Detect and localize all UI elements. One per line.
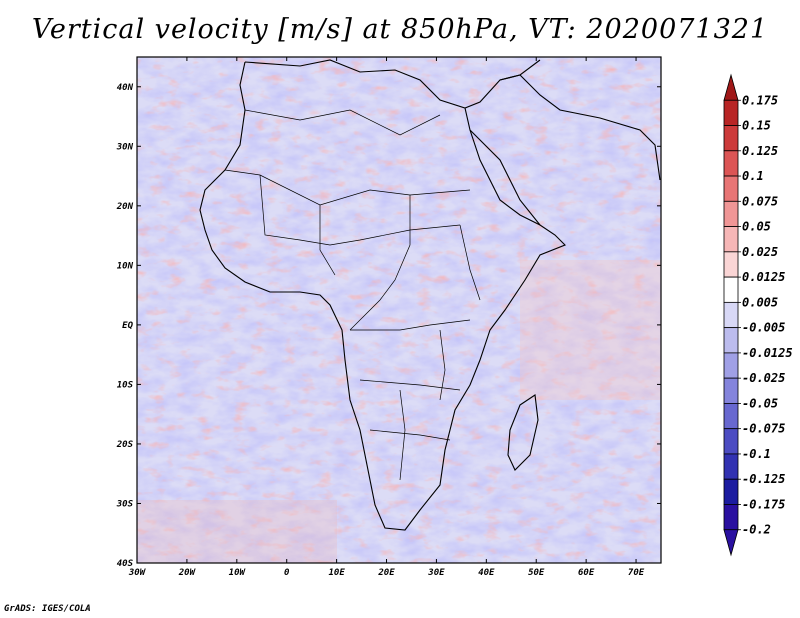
map-figure: 40N 30N 20N 10N EQ 10S 20S 30S 40S 30W 20W 10W 0 10E… bbox=[116, 56, 793, 578]
lon-ticks: 30W 20W 10W 0 10E 20E 30E 40E 50E 60E 70E bbox=[128, 57, 645, 578]
velocity-field bbox=[137, 57, 661, 563]
colorbar-swatch bbox=[723, 327, 739, 354]
colorbar-label: -0.075 bbox=[742, 422, 785, 436]
map-frame bbox=[136, 56, 662, 564]
colorbar-swatch bbox=[723, 428, 739, 455]
lon-label: 70E bbox=[628, 568, 645, 578]
colorbar-label: -0.025 bbox=[742, 371, 785, 385]
colorbar-swatch bbox=[723, 175, 739, 202]
lat-label: 30N bbox=[116, 142, 134, 152]
colorbar-label: -0.2 bbox=[742, 523, 771, 537]
lat-label: 40N bbox=[117, 83, 134, 93]
colorbar-swatch bbox=[723, 125, 739, 152]
colorbar-bottom-arrow bbox=[723, 529, 739, 557]
colorbar-label: -0.125 bbox=[742, 472, 785, 486]
lat-label: 10S bbox=[117, 380, 134, 390]
grads-credit: GrADS: IGES/COLA bbox=[4, 604, 91, 614]
lon-label: 30E bbox=[427, 568, 445, 578]
colorbar-swatch bbox=[723, 200, 739, 227]
colorbar-swatch bbox=[723, 226, 739, 253]
colorbar-label: -0.175 bbox=[742, 497, 785, 511]
colorbar-swatch bbox=[723, 377, 739, 404]
lon-label: 10W bbox=[229, 568, 247, 578]
lat-label: EQ bbox=[122, 321, 133, 331]
colorbar-top-arrow bbox=[723, 73, 739, 101]
country-borders bbox=[224, 109, 481, 481]
lat-label: 40S bbox=[117, 559, 134, 569]
lon-label: 60E bbox=[578, 568, 595, 578]
colorbar-swatch bbox=[723, 150, 739, 177]
colorbar-label: 0.175 bbox=[742, 93, 778, 107]
colorbar-swatch bbox=[723, 251, 739, 278]
colorbar-label: 0.075 bbox=[742, 194, 778, 208]
colorbar-swatch bbox=[723, 301, 739, 329]
lat-label: 30S bbox=[116, 499, 134, 509]
colorbar-label: 0.15 bbox=[742, 119, 771, 133]
colorbar-swatch bbox=[723, 403, 739, 430]
colorbar-swatch bbox=[723, 453, 739, 480]
colorbar-swatch bbox=[723, 504, 739, 531]
lon-label: 10E bbox=[328, 568, 345, 578]
colorbar-label: 0.0125 bbox=[742, 270, 785, 284]
lat-label: 20N bbox=[116, 202, 134, 212]
colorbar-label: 0.125 bbox=[742, 144, 778, 158]
colorbar: 0.175 0.15 0.125 0.1 0.075 0.05 0.025 0.0125 0.0… bbox=[723, 73, 793, 557]
colorbar-label: 0.025 bbox=[742, 245, 778, 259]
colorbar-label: -0.005 bbox=[742, 321, 785, 335]
coastlines bbox=[199, 59, 661, 531]
lon-label: 20E bbox=[377, 568, 395, 578]
lat-label: 10N bbox=[117, 261, 134, 271]
lon-label: 30W bbox=[128, 568, 147, 578]
lon-label: 20W bbox=[178, 568, 197, 578]
lon-label: 50E bbox=[528, 568, 545, 578]
colorbar-label: -0.0125 bbox=[742, 346, 793, 360]
colorbar-swatch bbox=[723, 99, 739, 126]
colorbar-label: -0.1 bbox=[742, 447, 771, 461]
colorbar-label: -0.05 bbox=[742, 396, 778, 410]
colorbar-label: 0.05 bbox=[742, 220, 771, 234]
colorbar-label: 0.1 bbox=[742, 169, 764, 183]
map-title: Vertical velocity [m/s] at 850hPa, VT: 2… bbox=[31, 14, 769, 45]
lon-label: 0 bbox=[284, 568, 290, 578]
colorbar-swatch bbox=[723, 352, 739, 379]
colorbar-swatch bbox=[723, 276, 739, 303]
colorbar-label: 0.005 bbox=[742, 295, 778, 309]
lat-ticks: 40N 30N 20N 10N EQ 10S 20S 30S 40S bbox=[116, 83, 661, 569]
lon-label: 40E bbox=[478, 568, 495, 578]
lat-label: 20S bbox=[116, 440, 134, 450]
colorbar-swatch bbox=[723, 478, 739, 505]
